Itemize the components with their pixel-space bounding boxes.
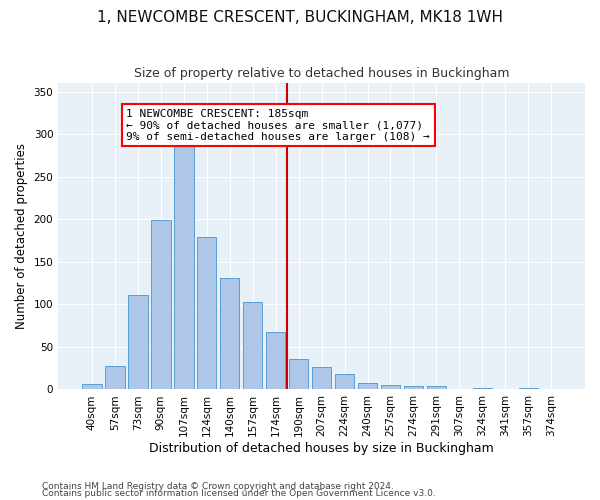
Bar [220,278,239,390]
Text: 1 NEWCOMBE CRESCENT: 185sqm
← 90% of detached houses are smaller (1,077)
9% of s: 1 NEWCOMBE CRESCENT: 185sqm ← 90% of det… [127,108,430,142]
X-axis label: Distribution of detached houses by size in Buckingham: Distribution of detached houses by size … [149,442,494,455]
Bar [427,386,446,390]
Text: 1, NEWCOMBE CRESCENT, BUCKINGHAM, MK18 1WH: 1, NEWCOMBE CRESCENT, BUCKINGHAM, MK18 1… [97,10,503,25]
Bar [312,368,331,390]
Title: Size of property relative to detached houses in Buckingham: Size of property relative to detached ho… [134,68,509,80]
Bar [289,359,308,390]
Bar [404,386,423,390]
Bar [243,302,262,390]
Text: Contains HM Land Registry data © Crown copyright and database right 2024.: Contains HM Land Registry data © Crown c… [42,482,394,491]
Bar [473,388,492,390]
Y-axis label: Number of detached properties: Number of detached properties [15,144,28,330]
Text: Contains public sector information licensed under the Open Government Licence v3: Contains public sector information licen… [42,490,436,498]
Bar [174,144,194,390]
Bar [335,374,355,390]
Bar [266,332,286,390]
Bar [518,388,538,390]
Bar [381,385,400,390]
Bar [197,237,217,390]
Bar [105,366,125,390]
Bar [128,295,148,390]
Bar [82,384,101,390]
Bar [151,220,170,390]
Bar [358,382,377,390]
